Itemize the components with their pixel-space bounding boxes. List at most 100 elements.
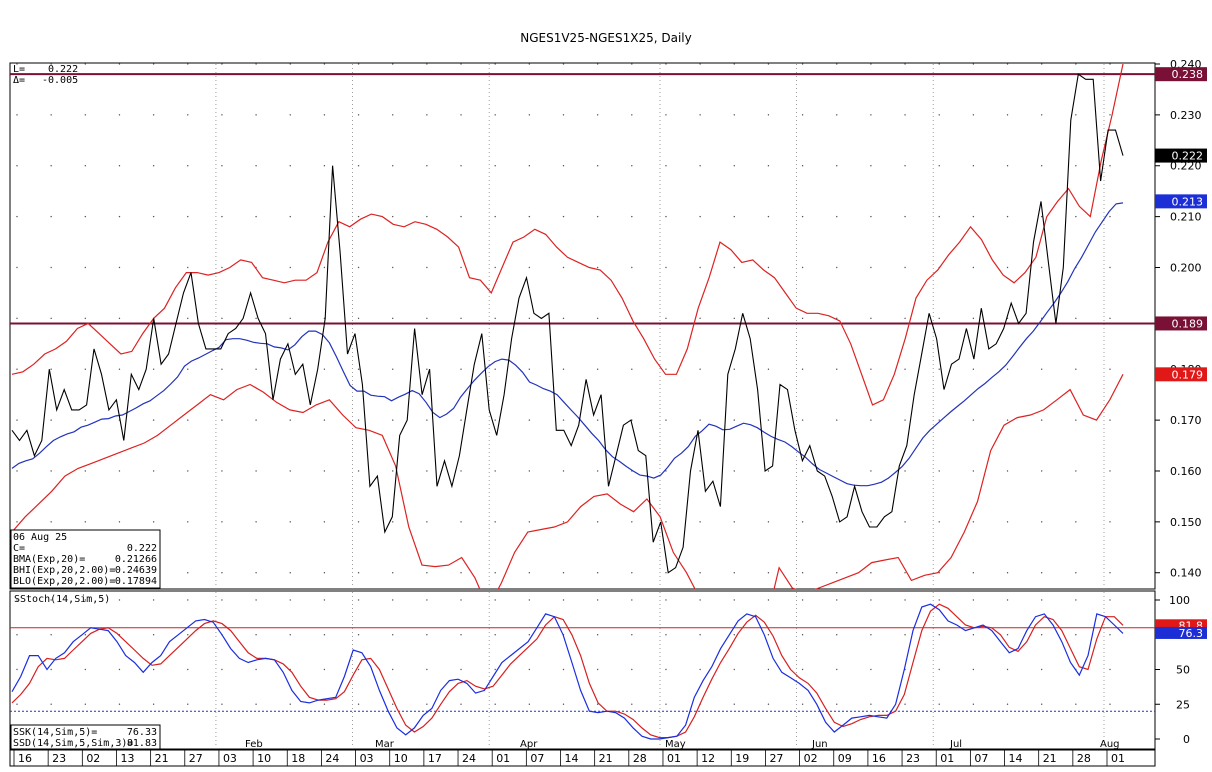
info-value-blo: 0.17894 [115,576,157,587]
grid-dot [1040,215,1043,218]
grid-dot [1075,634,1077,636]
grid-dot [870,317,872,320]
stoch-layer [10,603,1155,740]
grid-dot [938,63,940,65]
grid-dot [733,668,735,671]
grid-dot [84,599,87,601]
grid-dot [426,63,428,65]
grid-dot [1040,419,1043,421]
price-series-group [11,64,1124,589]
grid-dot [801,165,804,167]
grid-dot [1040,634,1043,636]
grid-dot [870,368,872,370]
price-tick-label: 0.200 [1170,261,1202,274]
grid-dot [562,317,565,320]
grid-dot [1075,572,1077,574]
grid-dot [904,419,906,421]
grid-dot [562,521,565,523]
grid-dot [357,215,360,218]
grid-dot [16,63,18,65]
day-label: 21 [1043,752,1057,765]
grid-dot [528,266,531,269]
grid-dot [1075,215,1077,218]
grid-dot [699,114,701,116]
grid-dot [187,114,189,116]
day-label: 16 [872,752,886,765]
grid-dot [50,419,52,421]
grid-dot [904,599,906,601]
grid-dot [152,368,155,370]
grid-dot [84,63,87,65]
day-label: 07 [974,752,988,765]
grid-dot [1006,165,1009,167]
grid-dot [118,599,121,601]
grid-dot [187,419,189,421]
grid-dot [631,368,633,370]
grid-dot [767,521,770,523]
grid-dot [426,599,428,601]
grid-dot [1040,368,1043,370]
grid-dot [1040,572,1043,574]
grid-dot [118,63,121,65]
grid-dot [562,215,565,218]
grid-dot [460,165,462,167]
grid-dot [16,703,18,705]
grid-dot [494,572,496,574]
grid-dot [323,572,326,574]
grid-dot [938,215,940,218]
grid-dot [323,470,326,472]
grid-dot [357,368,360,370]
ssk-value: 76.33 [127,727,157,738]
grid-dot [84,317,87,320]
info-date: 06 Aug 25 [13,532,67,543]
grid-dot [1109,634,1111,636]
day-label: 14 [565,752,579,765]
month-label: Feb [245,739,263,750]
grid-dot [289,266,291,269]
info-value-bhi: 0.24639 [115,565,157,576]
grid-dot [187,317,189,320]
grid-dot [16,419,18,421]
grid-dot [289,114,291,116]
grid-dot [562,599,565,601]
grid-dot [84,165,87,167]
day-label: 01 [667,752,681,765]
stoch-title: SStoch(14,Sim,5) [14,594,110,605]
grid-dot [1075,165,1077,167]
price-tag [1155,67,1207,82]
grid-dot [357,114,360,116]
grid-dot [289,419,291,421]
grid-dot [289,470,291,472]
day-label: 18 [291,752,305,765]
day-label: 24 [462,752,476,765]
grid-dot [528,63,531,65]
grid-dot [460,634,462,636]
day-label: 10 [257,752,271,765]
grid-dot [289,165,291,167]
grid-dot [255,63,257,65]
grid-dot [1075,63,1077,65]
grid-dot [289,368,291,370]
grid-dot [596,599,599,601]
grid-dot [1006,215,1009,218]
day-label: 01 [940,752,954,765]
grid-dot [1006,368,1009,370]
grid-dot [767,703,770,705]
grid-dot [596,215,599,218]
price-tick-label: 0.160 [1170,465,1202,478]
grid-dot [665,521,667,523]
grid-dot [255,368,257,370]
grid-dot [494,668,496,671]
grid-dot [938,521,940,523]
grid-dot [596,266,599,269]
grid-dot [392,63,394,65]
grid-dot [16,599,18,601]
grid-dot [938,165,940,167]
grid-dot [1006,572,1009,574]
grid-dot [357,572,360,574]
grid-dot [972,317,975,320]
grid-dot [1075,703,1077,705]
grid-dot [801,317,804,320]
grid-dot [1109,63,1111,65]
